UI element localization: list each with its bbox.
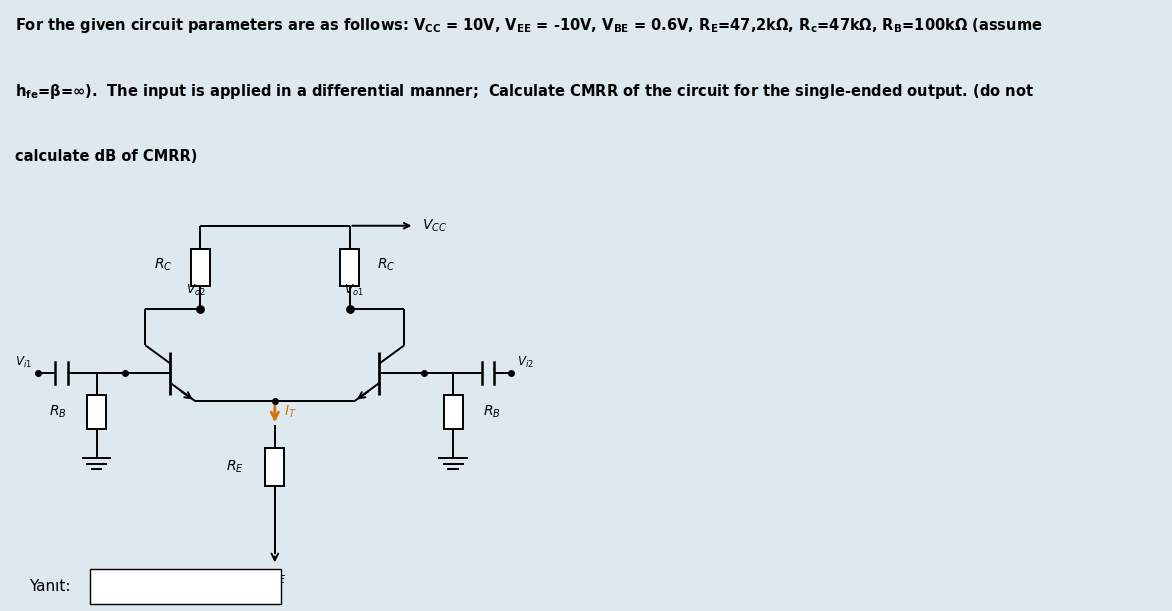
- Text: $R_B$: $R_B$: [49, 404, 67, 420]
- Text: $R_B$: $R_B$: [483, 404, 500, 420]
- Bar: [191, 249, 210, 286]
- Text: $R_C$: $R_C$: [155, 257, 172, 273]
- Text: $V_{o1}$: $V_{o1}$: [343, 282, 363, 298]
- Text: $V_{EE}$: $V_{EE}$: [263, 570, 287, 587]
- Bar: [340, 249, 359, 286]
- Text: For the given circuit parameters are as follows: $\mathbf{V_{CC}}$ = 10V, $\math: For the given circuit parameters are as …: [15, 16, 1043, 35]
- Text: $V_{i1}$: $V_{i1}$: [15, 355, 33, 370]
- Text: $V_{i2}$: $V_{i2}$: [517, 355, 534, 370]
- Text: $R_C$: $R_C$: [377, 257, 395, 273]
- Bar: [90, 569, 281, 604]
- Text: $V_{CC}$: $V_{CC}$: [422, 218, 447, 234]
- Text: $R_E$: $R_E$: [226, 459, 244, 475]
- Text: $V_{o2}$: $V_{o2}$: [186, 282, 206, 298]
- Bar: [265, 448, 285, 486]
- Text: $I_T$: $I_T$: [284, 404, 297, 420]
- Text: Yanıt:: Yanıt:: [28, 579, 70, 594]
- Text: $\mathbf{h_{fe}}$=$\mathbf{\beta}$=$\mathbf{\infty}$).  The input is applied in : $\mathbf{h_{fe}}$=$\mathbf{\beta}$=$\mat…: [15, 82, 1034, 101]
- Bar: [87, 395, 105, 430]
- Text: calculate dB of CMRR): calculate dB of CMRR): [15, 148, 198, 164]
- Bar: [444, 395, 463, 430]
